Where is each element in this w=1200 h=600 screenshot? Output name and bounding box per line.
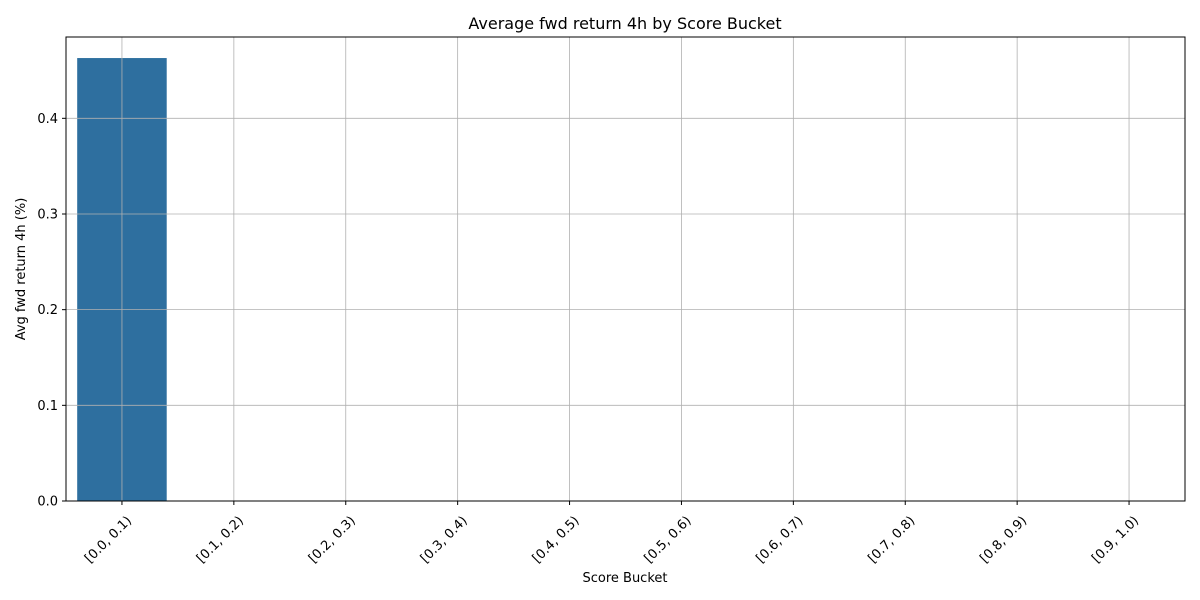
x-tick-label-2: [0.2, 0.3)	[306, 513, 359, 566]
x-tick-label-6: [0.6, 0.7)	[754, 513, 807, 566]
x-tick-label-7: [0.7, 0.8)	[865, 513, 918, 566]
grid-lines	[66, 37, 1185, 502]
x-tick-label-5: [0.5, 0.6)	[642, 513, 695, 566]
x-tick-label-4: [0.4, 0.5)	[530, 513, 583, 566]
chart-title: Average fwd return 4h by Score Bucket	[468, 14, 781, 33]
x-tick-label-3: [0.3, 0.4)	[418, 513, 471, 566]
x-tick-label-9: [0.9, 1.0)	[1089, 513, 1142, 566]
y-tick-label-1: 0.1	[37, 399, 58, 414]
plot-frame	[65, 36, 1186, 502]
y-tick-label-4: 0.4	[37, 112, 58, 127]
y-tick-label-0: 0.0	[37, 495, 58, 510]
x-tick-label-1: [0.1, 0.2)	[194, 513, 247, 566]
y-tick-label-3: 0.3	[37, 207, 58, 222]
x-tick-label-8: [0.8, 0.9)	[977, 513, 1030, 566]
y-axis-ticks: 0.0 0.1 0.2 0.3 0.4	[37, 112, 66, 510]
x-axis-ticks: [0.0, 0.1) [0.1, 0.2) [0.2, 0.3) [0.3, 0.4)…	[82, 501, 1142, 566]
x-axis-label: Score Bucket	[582, 571, 667, 586]
y-tick-label-2: 0.2	[37, 303, 58, 318]
y-axis-label: Avg fwd return 4h (%)	[14, 198, 29, 341]
x-tick-label-0: [0.0, 0.1)	[82, 513, 135, 566]
